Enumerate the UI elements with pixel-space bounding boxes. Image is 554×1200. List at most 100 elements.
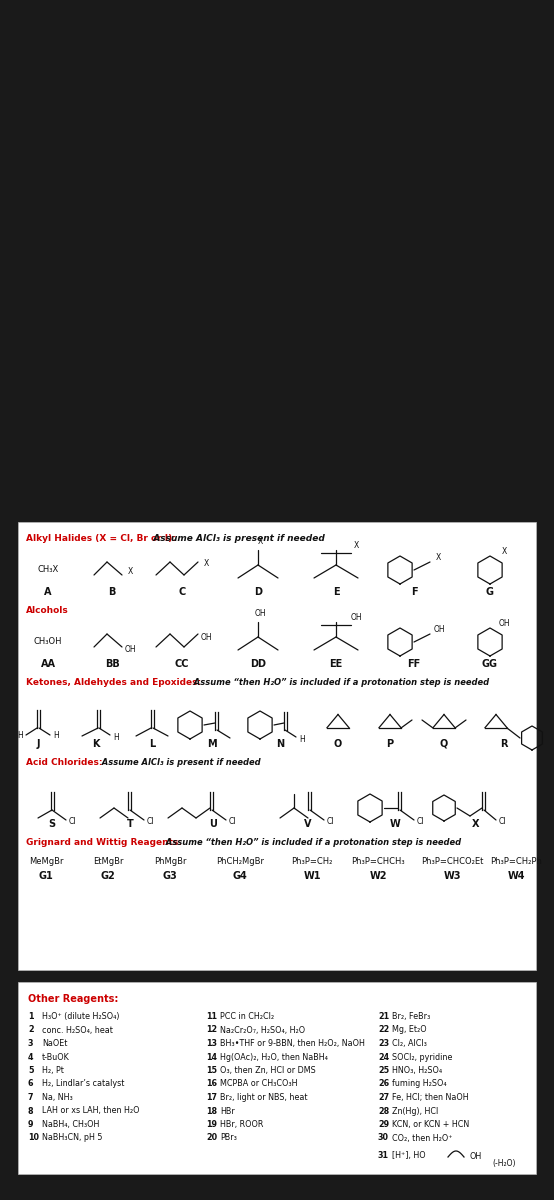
Text: OH: OH <box>433 625 445 635</box>
Text: U: U <box>209 818 217 829</box>
Text: Q: Q <box>440 739 448 749</box>
Text: Cl₂, AlCl₃: Cl₂, AlCl₃ <box>392 1039 427 1048</box>
Text: Ph₃P=CHCH₃: Ph₃P=CHCH₃ <box>351 858 405 866</box>
Text: Cl: Cl <box>326 817 334 827</box>
Text: 8: 8 <box>28 1106 34 1116</box>
Text: KCN, or KCN + HCN: KCN, or KCN + HCN <box>392 1120 469 1129</box>
Text: Cl: Cl <box>228 817 236 827</box>
Text: Na, NH₃: Na, NH₃ <box>42 1093 73 1102</box>
Text: Alcohols: Alcohols <box>26 606 69 614</box>
Text: Br₂, light or NBS, heat: Br₂, light or NBS, heat <box>220 1093 307 1102</box>
FancyBboxPatch shape <box>18 522 536 970</box>
Text: G1: G1 <box>39 871 53 881</box>
Text: X: X <box>435 553 440 563</box>
Text: H₂, Lindlar’s catalyst: H₂, Lindlar’s catalyst <box>42 1080 125 1088</box>
Text: OH: OH <box>200 634 212 642</box>
Text: O₃, then Zn, HCl or DMS: O₃, then Zn, HCl or DMS <box>220 1066 316 1075</box>
Text: X: X <box>353 540 358 550</box>
Text: 6: 6 <box>28 1080 33 1088</box>
Text: Assume AlCl₃ is present if needed: Assume AlCl₃ is present if needed <box>147 534 325 542</box>
Text: HBr: HBr <box>220 1106 235 1116</box>
Text: Other Reagents:: Other Reagents: <box>28 994 119 1004</box>
Text: 27: 27 <box>378 1093 389 1102</box>
Text: Hg(OAc)₂, H₂O, then NaBH₄: Hg(OAc)₂, H₂O, then NaBH₄ <box>220 1052 328 1062</box>
Text: L: L <box>149 739 155 749</box>
Text: CH₃OH: CH₃OH <box>34 637 62 647</box>
Text: M: M <box>207 739 217 749</box>
Text: W3: W3 <box>443 871 461 881</box>
Text: 31: 31 <box>378 1151 389 1160</box>
Text: Ph₃P=CHCO₂Et: Ph₃P=CHCO₂Et <box>421 858 483 866</box>
Text: Acid Chlorides:: Acid Chlorides: <box>26 758 102 767</box>
Text: Br₂, FeBr₃: Br₂, FeBr₃ <box>392 1012 430 1021</box>
Text: PBr₃: PBr₃ <box>220 1134 237 1142</box>
Text: H₂, Pt: H₂, Pt <box>42 1066 64 1075</box>
Text: W4: W4 <box>507 871 525 881</box>
Text: 23: 23 <box>378 1039 389 1048</box>
Text: E: E <box>333 587 339 596</box>
Text: W: W <box>389 818 401 829</box>
Text: GG: GG <box>482 659 498 670</box>
Text: H: H <box>299 734 305 744</box>
Text: 9: 9 <box>28 1120 33 1129</box>
Text: F: F <box>411 587 417 596</box>
Text: H: H <box>113 732 119 742</box>
Text: [H⁺], HO: [H⁺], HO <box>392 1151 425 1160</box>
Text: 7: 7 <box>28 1093 33 1102</box>
Text: 25: 25 <box>378 1066 389 1075</box>
Text: H₃O⁺ (dilute H₂SO₄): H₃O⁺ (dilute H₂SO₄) <box>42 1012 120 1021</box>
Text: MCPBA or CH₃CO₃H: MCPBA or CH₃CO₃H <box>220 1080 297 1088</box>
Text: J: J <box>36 739 40 749</box>
Text: 13: 13 <box>206 1039 217 1048</box>
FancyBboxPatch shape <box>18 982 536 1174</box>
Text: 2: 2 <box>28 1026 34 1034</box>
Text: H: H <box>53 732 59 740</box>
Text: (-H₂O): (-H₂O) <box>492 1159 516 1168</box>
Text: DD: DD <box>250 659 266 670</box>
Text: Cl: Cl <box>68 817 76 827</box>
Text: NaBH₄, CH₃OH: NaBH₄, CH₃OH <box>42 1120 99 1129</box>
Text: PhCH₂MgBr: PhCH₂MgBr <box>216 858 264 866</box>
Text: Grignard and Wittig Reagents:: Grignard and Wittig Reagents: <box>26 838 182 847</box>
Text: EtMgBr: EtMgBr <box>93 858 123 866</box>
Text: 10: 10 <box>28 1134 39 1142</box>
Text: 30: 30 <box>378 1134 389 1142</box>
Text: K: K <box>93 739 100 749</box>
Text: OH: OH <box>124 646 136 654</box>
Text: Cl: Cl <box>146 817 154 827</box>
Text: NaBH₃CN, pH 5: NaBH₃CN, pH 5 <box>42 1134 102 1142</box>
Text: MeMgBr: MeMgBr <box>29 858 63 866</box>
Text: H: H <box>17 732 23 740</box>
Text: BB: BB <box>105 659 119 670</box>
Text: CC: CC <box>175 659 189 670</box>
Text: BH₃•THF or 9-BBN, then H₂O₂, NaOH: BH₃•THF or 9-BBN, then H₂O₂, NaOH <box>220 1039 365 1048</box>
Text: D: D <box>254 587 262 596</box>
Text: V: V <box>304 818 312 829</box>
Text: A: A <box>44 587 52 596</box>
Text: W1: W1 <box>303 871 321 881</box>
Text: conc. H₂SO₄, heat: conc. H₂SO₄, heat <box>42 1026 113 1034</box>
Text: R: R <box>500 739 508 749</box>
Text: EE: EE <box>330 659 342 670</box>
Text: 20: 20 <box>206 1134 217 1142</box>
Text: SOCl₂, pyridine: SOCl₂, pyridine <box>392 1052 453 1062</box>
Text: 5: 5 <box>28 1066 33 1075</box>
Text: P: P <box>387 739 393 749</box>
Text: 17: 17 <box>206 1093 217 1102</box>
Text: 29: 29 <box>378 1120 389 1129</box>
Text: 26: 26 <box>378 1080 389 1088</box>
Text: C: C <box>178 587 186 596</box>
Text: Alkyl Halides (X = Cl, Br or I):: Alkyl Halides (X = Cl, Br or I): <box>26 534 176 542</box>
Text: Fe, HCl; then NaOH: Fe, HCl; then NaOH <box>392 1093 469 1102</box>
Text: FF: FF <box>407 659 420 670</box>
Text: PCC in CH₂Cl₂: PCC in CH₂Cl₂ <box>220 1012 274 1021</box>
Text: Ph₃P=CH₂Ph: Ph₃P=CH₂Ph <box>490 858 542 866</box>
Text: X: X <box>203 559 209 569</box>
Text: NaOEt: NaOEt <box>42 1039 68 1048</box>
Text: OH: OH <box>350 612 362 622</box>
Text: 18: 18 <box>206 1106 217 1116</box>
Text: G: G <box>486 587 494 596</box>
Text: CO₂, then H₂O⁺: CO₂, then H₂O⁺ <box>392 1134 453 1142</box>
Text: LAH or xs LAH, then H₂O: LAH or xs LAH, then H₂O <box>42 1106 140 1116</box>
Text: HNO₃, H₂SO₄: HNO₃, H₂SO₄ <box>392 1066 442 1075</box>
